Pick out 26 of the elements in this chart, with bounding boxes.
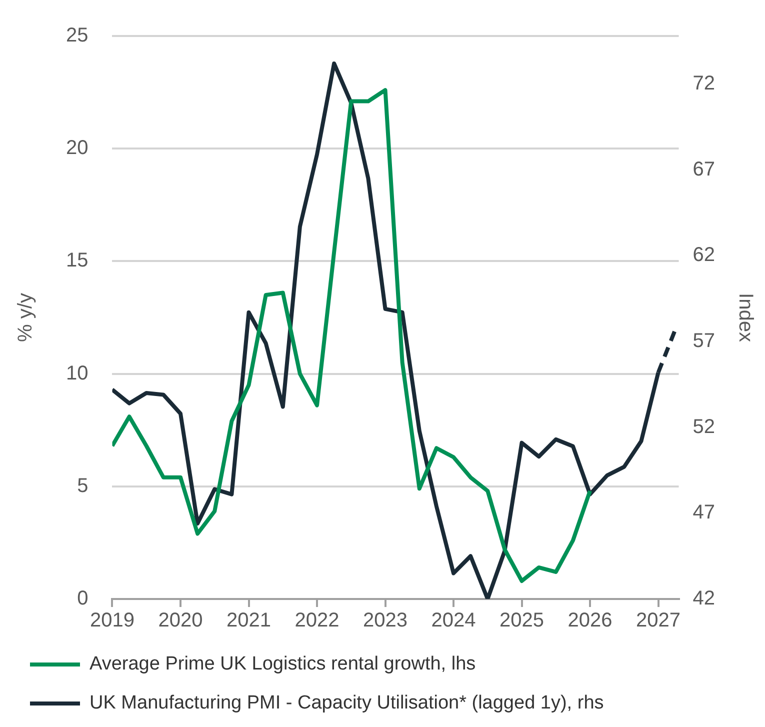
legend-label: Average Prime UK Logistics rental growth, lhs — [90, 654, 476, 675]
y2-tick-label: 62 — [692, 244, 716, 266]
x-tick-label: 2025 — [500, 610, 544, 632]
y2-tick-label: 52 — [692, 416, 716, 438]
x-tick-label: 2022 — [294, 610, 340, 632]
y-tick-label: 10 — [66, 362, 88, 384]
y2-tick-label: 47 — [692, 502, 716, 524]
x-tick-label: 2023 — [363, 610, 408, 632]
x-tick-label: 2019 — [90, 610, 134, 632]
y-tick-label: 0 — [77, 588, 88, 610]
y2-tick-label: 42 — [692, 588, 716, 610]
y-tick-label: 5 — [77, 474, 88, 497]
y-tick-label: 15 — [66, 250, 88, 272]
x-tick-label: 2027 — [636, 610, 681, 632]
x-tick-label: 2020 — [158, 610, 203, 632]
y2-axis-title: Index — [734, 293, 756, 342]
x-tick-label: 2026 — [568, 610, 612, 632]
x-tick-label: 2021 — [226, 610, 272, 632]
y2-tick-label: 67 — [692, 158, 716, 180]
y-tick-label: 25 — [66, 24, 88, 47]
x-tick-label: 2024 — [431, 610, 476, 632]
y2-tick-label: 57 — [692, 330, 716, 352]
legend-label: UK Manufacturing PMI - Capacity Utilisation* (lagged 1y), rhs — [90, 692, 604, 714]
y-axis-title: % y/y — [14, 293, 37, 342]
y2-tick-label: 72 — [692, 72, 716, 95]
y-tick-label: 20 — [66, 137, 88, 160]
